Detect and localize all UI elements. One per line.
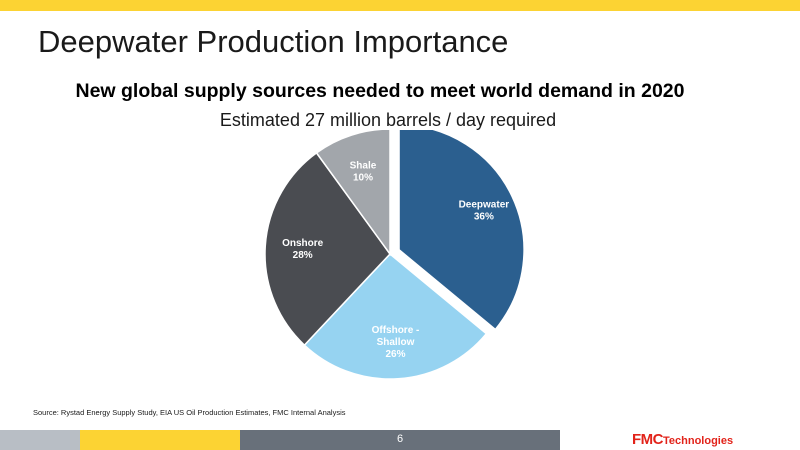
footer-segment-yellow [80,430,240,450]
slice-label-deepwater: Deepwater 36% [459,199,510,222]
pie-slice-deepwater [398,130,525,331]
slice-label-onshore: Onshore 28% [282,238,324,261]
company-logo: FMCTechnologies [632,431,733,449]
slide-title: Deepwater Production Importance [38,24,509,59]
footer-segment-gray [0,430,80,450]
slice-label-shale: Shale 10% [350,160,377,183]
logo-mark: FMC [632,431,664,448]
source-note: Source: Rystad Energy Supply Study, EIA … [33,408,346,417]
chart-subtitle: Estimated 27 million barrels / day requi… [219,110,557,130]
pie-slice-offshore-shallow [303,252,488,380]
logo-text: Technologies [663,435,734,447]
footer-bar: 6 [0,430,560,450]
pie-slice-shale [315,130,391,257]
pie-slice-onshore [264,151,391,347]
pie-chart: Deepwater 36% Offshore -Shallow 26% Onshore 2… [264,130,525,380]
top-accent-bar [0,0,800,11]
footer-segment-dark: 6 [240,430,560,450]
page-number: 6 [396,433,404,445]
chart-title: New global supply sources needed to meet… [75,80,685,102]
slice-label-offshore-shallow: Offshore -Shallow 26% [372,325,420,360]
